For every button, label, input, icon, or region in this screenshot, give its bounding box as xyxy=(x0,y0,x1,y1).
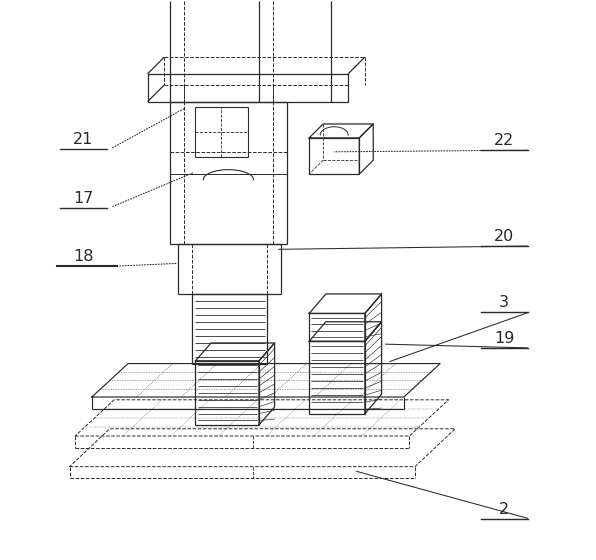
Text: 18: 18 xyxy=(73,249,94,264)
Text: 22: 22 xyxy=(494,133,514,148)
Text: 20: 20 xyxy=(494,229,514,244)
Text: 17: 17 xyxy=(73,190,94,206)
Text: 2: 2 xyxy=(499,502,509,517)
Text: 19: 19 xyxy=(494,331,514,346)
Text: 21: 21 xyxy=(73,132,94,147)
Text: 3: 3 xyxy=(499,295,509,310)
